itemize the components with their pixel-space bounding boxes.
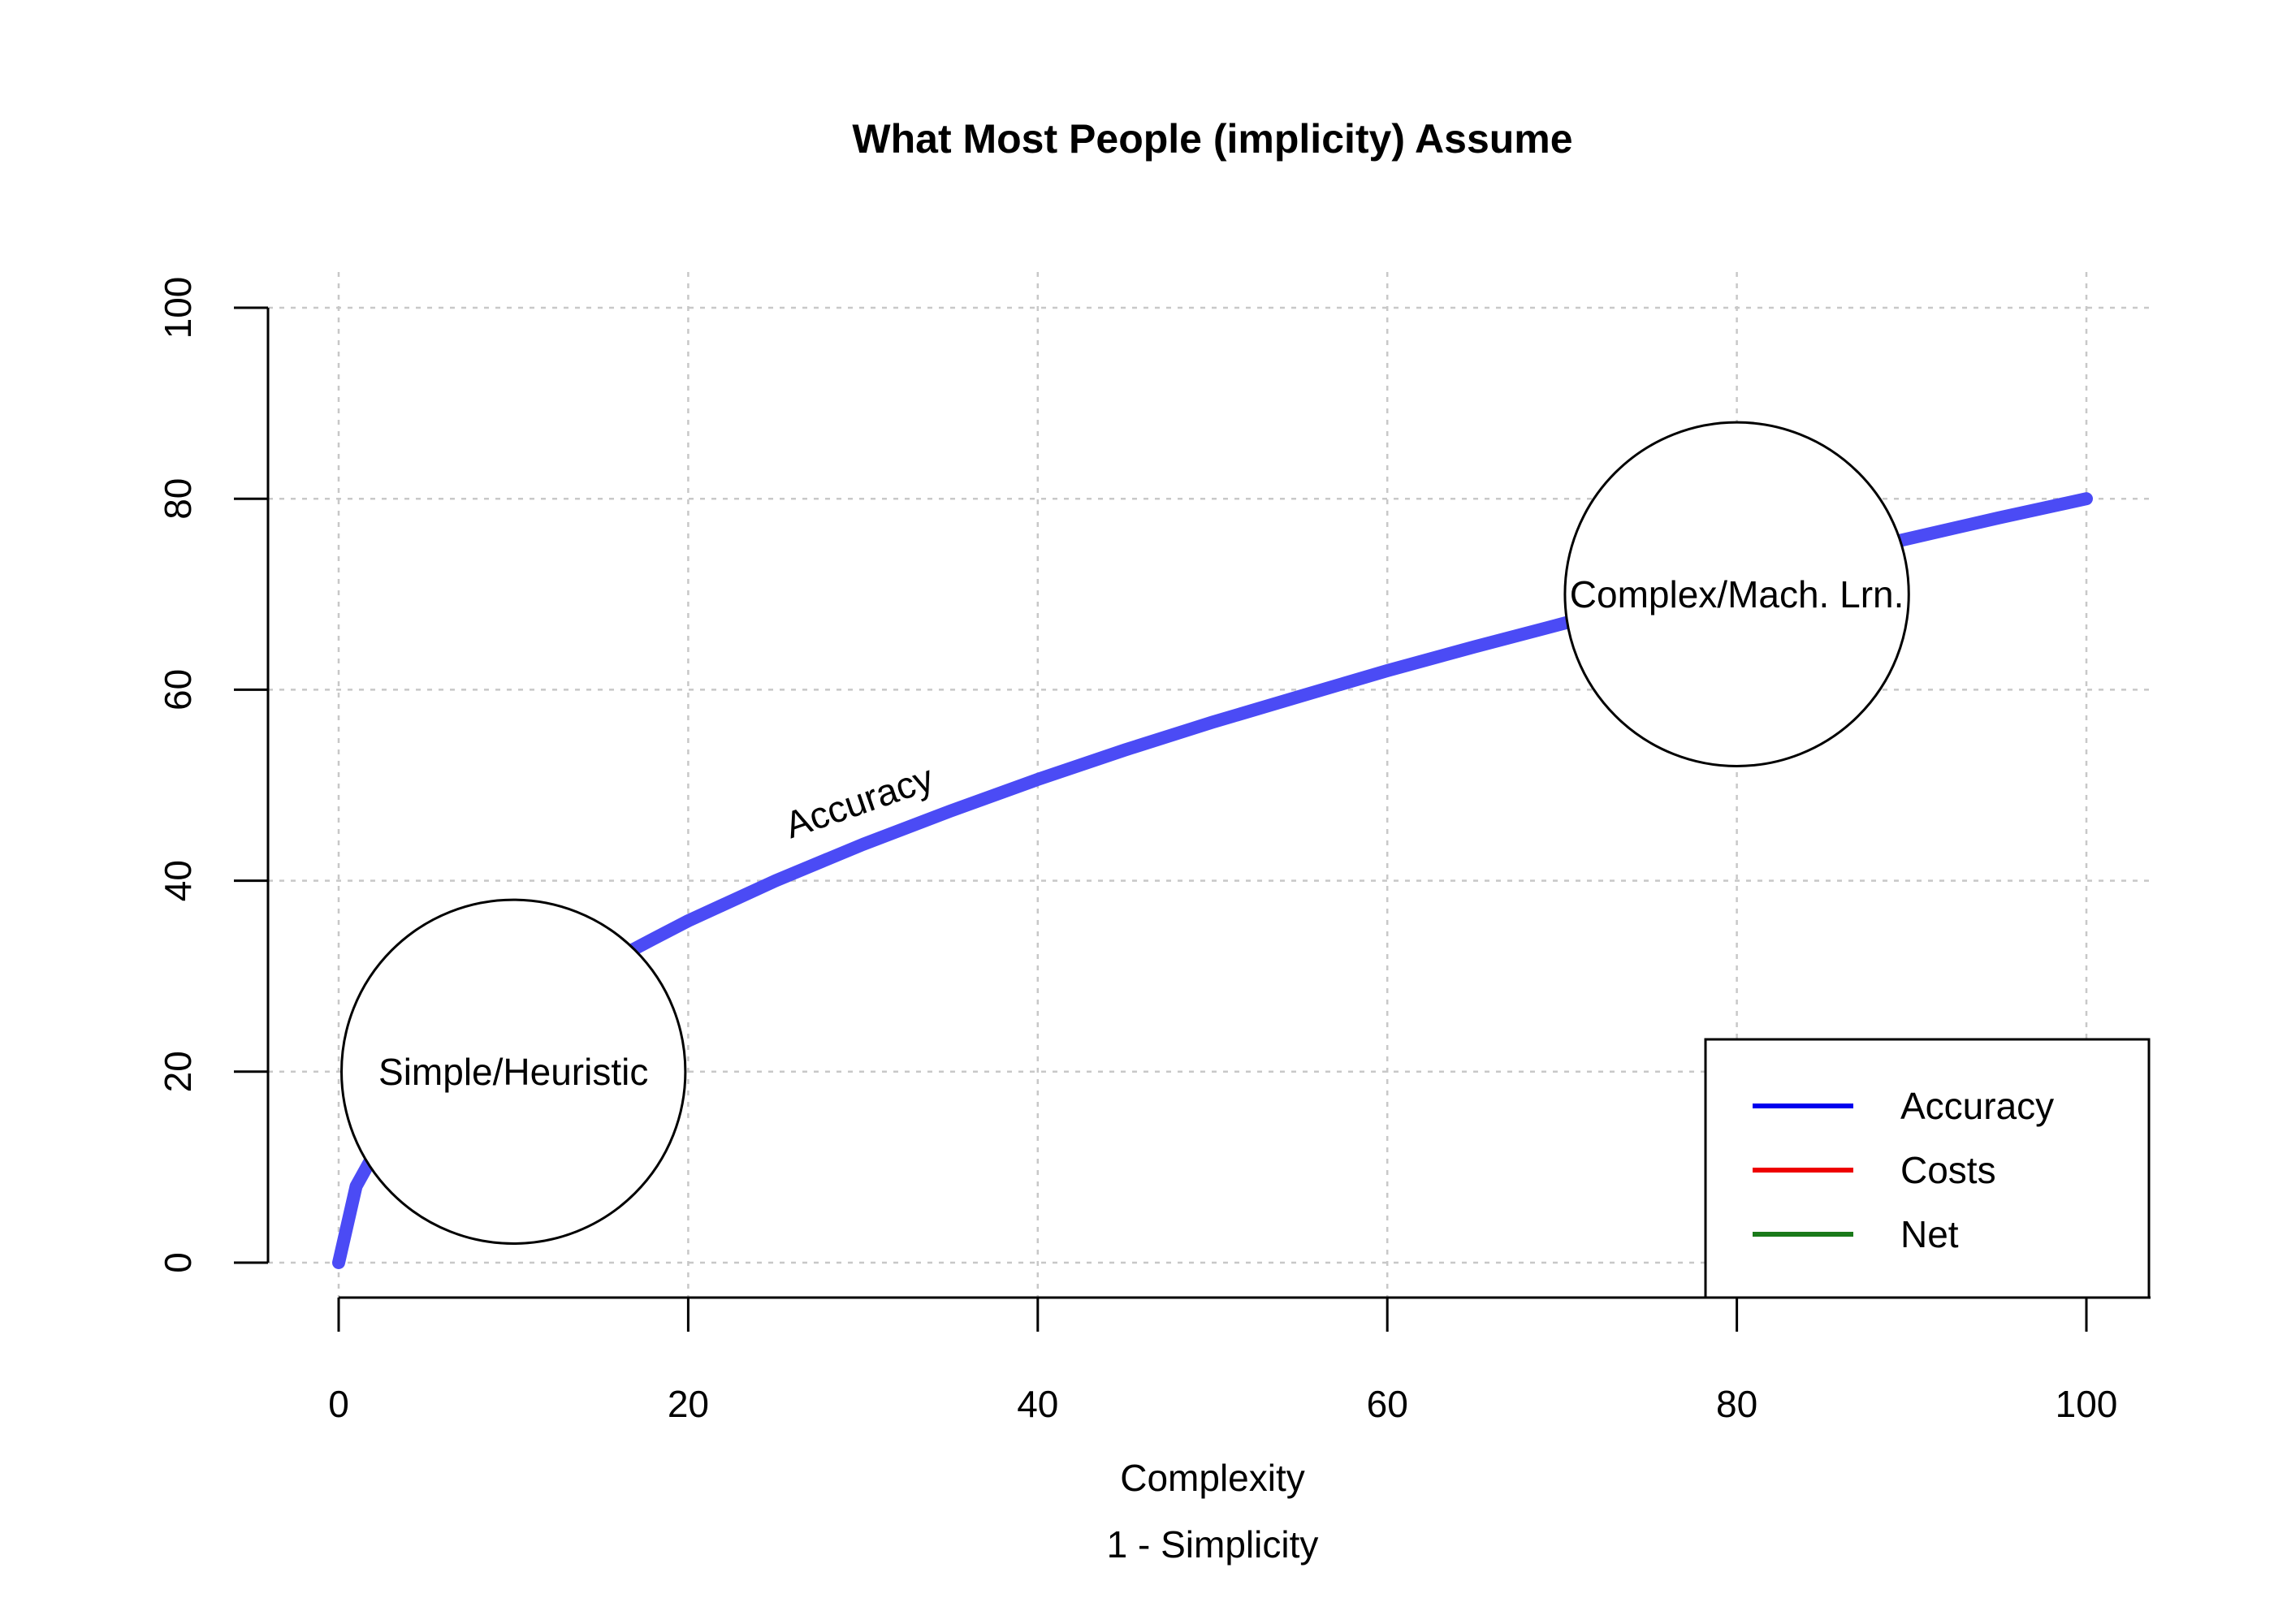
x-axis-subtitle: 1 - Simplicity (1107, 1523, 1319, 1566)
y-tick-label-80: 80 (157, 478, 199, 520)
chart-title: What Most People (implicity) Assume (852, 116, 1572, 162)
x-tick-label-20: 20 (668, 1383, 709, 1425)
x-tick-label-40: 40 (1017, 1383, 1058, 1425)
y-tick-label-20: 20 (157, 1051, 199, 1092)
axes: 0 20 40 60 80 100 0 20 40 60 80 100 (157, 277, 2151, 1425)
x-tick-label-0: 0 (328, 1383, 349, 1425)
y-tick-label-0: 0 (157, 1252, 199, 1273)
x-tick-label-60: 60 (1367, 1383, 1408, 1425)
annotation-label-2: Complex/Mach. Lrn. (1570, 573, 1904, 615)
legend: Accuracy Costs Net (1704, 1038, 2151, 1299)
annotation-label-1: Simple/Heuristic (378, 1051, 648, 1093)
y-tick-label-60: 60 (157, 669, 199, 710)
x-tick-label-100: 100 (2056, 1383, 2118, 1425)
legend-label-costs: Costs (1900, 1149, 1996, 1191)
curve-label: Accuracy (780, 756, 939, 846)
legend-label-accuracy: Accuracy (1900, 1085, 2054, 1127)
x-axis-title: Complexity (1120, 1457, 1305, 1499)
annotation-circle-1 (340, 898, 687, 1245)
y-tick-label-100: 100 (157, 277, 199, 339)
annotations: Simple/Heuristic Complex/Mach. Lrn. (340, 421, 1910, 1245)
y-tick-label-40: 40 (157, 860, 199, 901)
annotation-circle-2 (1563, 421, 1910, 767)
x-tick-label-80: 80 (1716, 1383, 1757, 1425)
legend-label-net: Net (1900, 1213, 1959, 1255)
